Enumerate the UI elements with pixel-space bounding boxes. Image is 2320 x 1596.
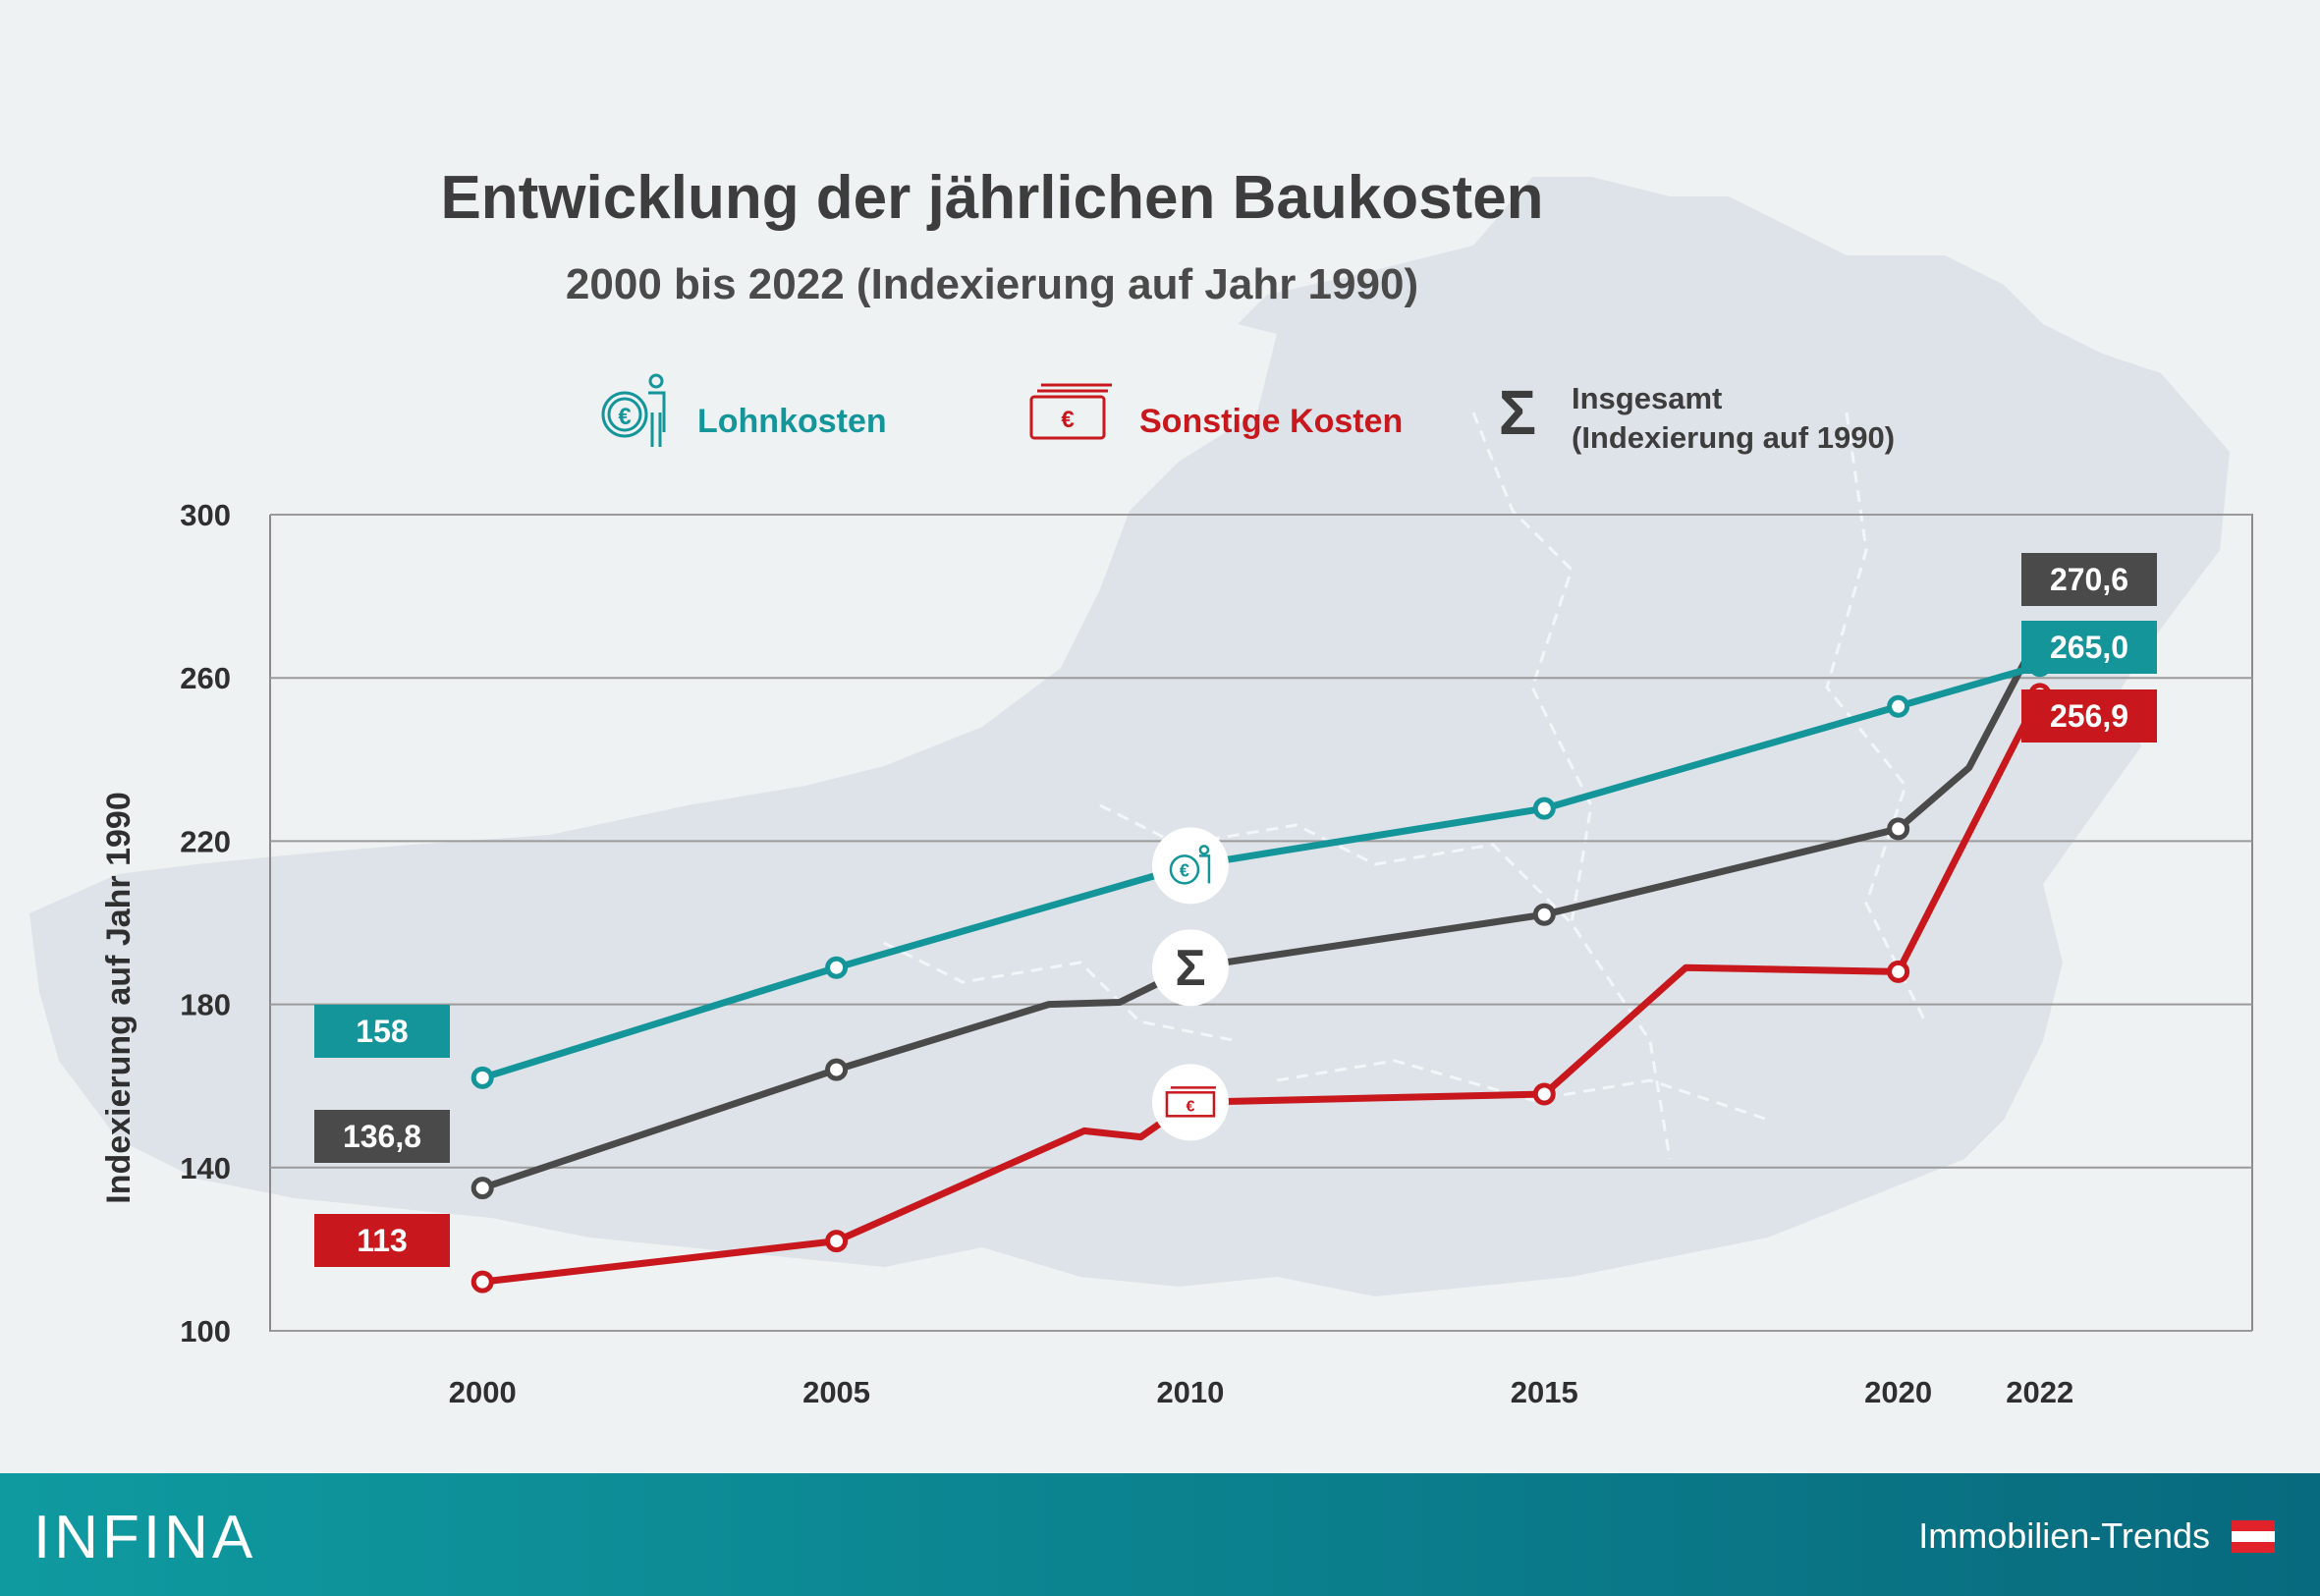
svg-text:€: € bbox=[1061, 407, 1074, 433]
person-body bbox=[1198, 854, 1211, 884]
x-axis-ticks: 2000 2005 2010 2015 2020 2022 bbox=[449, 1375, 2074, 1409]
lohn-end-label-box bbox=[2021, 621, 2157, 674]
y-tick-label: 180 bbox=[180, 988, 231, 1022]
value-labels: 158 136,8 113 270,6 265,0 256,9 bbox=[314, 553, 2157, 1267]
legend-item-insgesamt: Σ Insgesamt (Indexierung auf 1990) bbox=[1499, 377, 1895, 455]
gesamt-inline-icon-badge bbox=[1151, 929, 1229, 1007]
y-axis-label: Indexierung auf Jahr 1990 bbox=[100, 792, 138, 1204]
sonstige-end-label: 256,9 bbox=[2050, 698, 2128, 734]
bill-outline bbox=[1165, 1091, 1216, 1118]
person-coin-icon: € bbox=[601, 373, 666, 447]
money-bills-icon: € bbox=[1151, 1064, 1229, 1141]
gesamt-end-label: 270,6 bbox=[2050, 562, 2128, 597]
money-bills-icon: € bbox=[1029, 383, 1112, 440]
austria-flag-icon bbox=[2232, 1520, 2275, 1553]
y-axis-ticks: 100 140 180 220 260 300 bbox=[180, 498, 231, 1348]
lohn-start-label-box bbox=[314, 1005, 450, 1058]
gesamt-start-label-box bbox=[314, 1110, 450, 1163]
sonstige-end-label-box bbox=[2021, 689, 2157, 743]
infina-logo: INFINA bbox=[33, 1504, 256, 1571]
bill-glyph: € bbox=[1186, 1098, 1194, 1115]
lohn-point bbox=[825, 956, 849, 979]
coin-outline bbox=[1169, 854, 1200, 885]
lohn-line bbox=[478, 662, 2044, 1081]
coin-glyph: € bbox=[1180, 860, 1189, 880]
sonstige-start-label-box bbox=[314, 1214, 450, 1267]
gridlines bbox=[270, 514, 2252, 1332]
sonstige-start-label: 113 bbox=[357, 1223, 408, 1258]
person-coin-icon: € bbox=[1151, 827, 1229, 905]
y-tick-label: 220 bbox=[180, 824, 231, 858]
gesamt-point bbox=[1887, 817, 1910, 841]
gesamt-start-label: 136,8 bbox=[343, 1119, 421, 1154]
x-tick-label: 2022 bbox=[2006, 1375, 2073, 1409]
lohn-end-label: 265,0 bbox=[2050, 630, 2128, 665]
sigma-glyph: Σ bbox=[1175, 940, 1205, 997]
legend: € Lohnkosten € Sonstige Kosten Σ Insgesa… bbox=[601, 373, 1895, 455]
sonstige-point bbox=[470, 1270, 494, 1293]
sigma-icon: Σ bbox=[1499, 377, 1536, 448]
x-tick-label: 2005 bbox=[802, 1375, 870, 1409]
chart-subtitle: 2000 bis 2022 (Indexierung auf Jahr 1990… bbox=[566, 260, 1418, 308]
austria-map-silhouette bbox=[29, 177, 2230, 1296]
y-tick-label: 260 bbox=[180, 661, 231, 695]
y-tick-label: 100 bbox=[180, 1314, 231, 1348]
y-tick-label: 140 bbox=[180, 1151, 231, 1185]
sonstige-point bbox=[825, 1230, 849, 1253]
lohn-start-label: 158 bbox=[356, 1014, 408, 1049]
gesamt-point bbox=[470, 1177, 494, 1200]
sonstige-inline-icon-badge bbox=[1151, 1064, 1229, 1141]
gesamt-point bbox=[1532, 903, 1556, 926]
x-tick-label: 2020 bbox=[1864, 1375, 1932, 1409]
inline-series-icons: € Σ € bbox=[1151, 827, 1229, 1141]
legend-label-lohnkosten: Lohnkosten bbox=[697, 403, 887, 440]
legend-item-lohnkosten: € Lohnkosten bbox=[601, 373, 887, 447]
chart-title: Entwicklung der jährlichen Baukosten bbox=[440, 164, 1543, 232]
x-tick-label: 2010 bbox=[1156, 1375, 1224, 1409]
sigma-icon: Σ bbox=[1151, 929, 1229, 1007]
person-head bbox=[1198, 845, 1210, 855]
legend-item-sonstige-kosten: € Sonstige Kosten bbox=[1029, 383, 1403, 440]
gesamt-point bbox=[825, 1058, 849, 1081]
lohn-point bbox=[1887, 694, 1910, 718]
map-region-borders bbox=[883, 412, 1927, 1160]
footer-tagline: Immobilien-Trends bbox=[1918, 1515, 2210, 1556]
legend-label-sonstige-kosten: Sonstige Kosten bbox=[1139, 403, 1403, 440]
lohn-point bbox=[470, 1066, 494, 1089]
svg-text:€: € bbox=[618, 404, 631, 430]
footer-bar bbox=[0, 1473, 2320, 1596]
gesamt-end-label-box bbox=[2021, 553, 2157, 606]
y-tick-label: 300 bbox=[180, 498, 231, 532]
lohn-inline-icon-badge bbox=[1151, 827, 1229, 905]
x-tick-label: 2000 bbox=[449, 1375, 517, 1409]
sonstige-point bbox=[1532, 1082, 1556, 1106]
legend-label-insgesamt: Insgesamt bbox=[1572, 381, 1722, 415]
legend-label-indexierung: (Indexierung auf 1990) bbox=[1572, 420, 1895, 455]
sonstige-point bbox=[1887, 960, 1910, 983]
x-tick-label: 2015 bbox=[1511, 1375, 1578, 1409]
lohn-point bbox=[1532, 797, 1556, 820]
